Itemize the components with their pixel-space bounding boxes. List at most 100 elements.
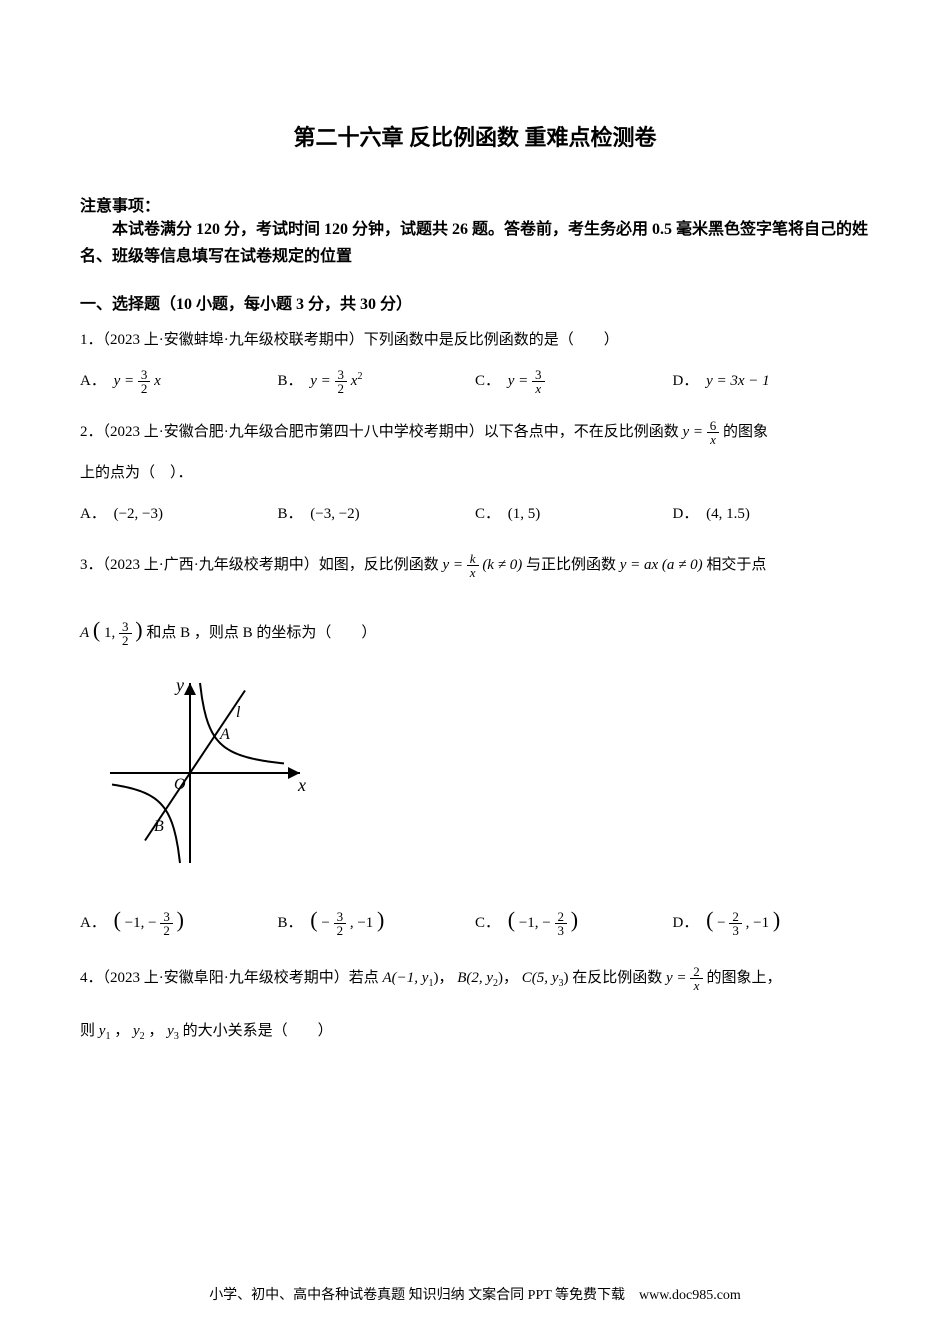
numerator: 3 — [334, 910, 347, 924]
comma: ， — [148, 1023, 163, 1039]
expr-prefix: y = — [666, 970, 690, 986]
choice-value: (−2, −3) — [114, 506, 163, 522]
svg-text:l: l — [236, 704, 241, 721]
q1-prompt: 1．（2023 上·安徽蚌埠·九年级校联考期中）下列函数中是反比例函数的是（ ） — [80, 324, 870, 357]
paren-close: ) — [377, 907, 384, 932]
svg-text:x: x — [297, 775, 306, 795]
q2-line2: 上的点为（ ）． — [80, 457, 870, 490]
q3-choices: A． ( −1, − 3 2 ) B． ( − 3 2 , −1 ) — [80, 896, 870, 944]
numerator: 2 — [555, 910, 568, 924]
page-title: 第二十六章 反比例函数 重难点检测卷 — [80, 120, 870, 152]
one: 1, — [104, 625, 115, 641]
q3-line2-suffix: 和点 B ，则点 B 的坐标为（ ） — [146, 625, 376, 641]
svg-text:y: y — [174, 675, 184, 695]
point-C: C(5, y — [522, 970, 559, 986]
expr-power: 2 — [357, 371, 362, 382]
neg1: −1, − — [519, 915, 551, 931]
q3-choice-A: A． ( −1, − 3 2 ) — [80, 896, 278, 944]
q3-choice-B: B． ( − 3 2 , −1 ) — [278, 896, 476, 944]
point-A: A — [80, 625, 89, 641]
denominator: 3 — [729, 924, 742, 937]
expr-prefix: y = — [683, 424, 707, 440]
expr-prefix: y = — [310, 373, 334, 389]
choice-label: B． — [278, 373, 303, 389]
q4-prompt-prefix: 4．（2023 上·安徽阜阳·九年级校考期中）若点 — [80, 970, 379, 986]
q3-choice-D: D． ( − 2 3 , −1 ) — [673, 896, 871, 944]
denominator: 2 — [119, 634, 132, 647]
denominator: x — [690, 979, 703, 992]
question-2: 2．（2023 上·安徽合肥·九年级合肥市第四十八中学校考期中）以下各点中，不在… — [80, 416, 870, 531]
denominator: 2 — [138, 382, 151, 395]
expr-suffix: x — [154, 373, 161, 389]
denominator: 2 — [160, 924, 173, 937]
sub: 1 — [105, 1031, 110, 1042]
fraction: 3 2 — [334, 910, 347, 937]
numerator: 2 — [729, 910, 742, 924]
paren-close: ) — [177, 907, 184, 932]
choice-label: B． — [278, 506, 303, 522]
paren-open: ( — [114, 907, 121, 932]
expr-prefix: y = — [443, 557, 467, 573]
q4-line2-suffix: 的大小关系是（ ） — [183, 1023, 333, 1039]
q3-line2: A ( 1, 3 2 ) 和点 B ，则点 B 的坐标为（ ） — [80, 606, 870, 654]
choice-label: C． — [475, 915, 500, 931]
expr-prefix: y = — [114, 373, 138, 389]
numerator: 2 — [690, 965, 703, 979]
choice-label: D． — [673, 373, 699, 389]
question-4: 4．（2023 上·安徽阜阳·九年级校考期中）若点 A(−1, y1)， B(2… — [80, 962, 870, 1048]
denominator: 2 — [335, 382, 348, 395]
q2-choice-B: B． (−3, −2) — [278, 498, 476, 531]
sub: 2 — [140, 1031, 145, 1042]
q1-choice-A: A． y = 3 2 x — [80, 365, 278, 398]
neg1: −1, − — [125, 915, 157, 931]
denominator: x — [467, 566, 479, 579]
paren-close: ) — [773, 907, 780, 932]
q3-mid: 与正比例函数 — [526, 557, 616, 573]
q2-choice-C: C． (1, 5) — [475, 498, 673, 531]
y3: y — [167, 1023, 174, 1039]
choice-label: C． — [475, 373, 500, 389]
q1-choice-B: B． y = 3 2 x2 — [278, 365, 476, 398]
question-3: 3．（2023 上·广西·九年级校考期中）如图，反比例函数 y = k x (k… — [80, 549, 870, 944]
paren: (k ≠ 0) — [482, 557, 522, 573]
page-footer: 小学、初中、高中各种试卷真题 知识归纳 文案合同 PPT 等免费下载 www.d… — [0, 1284, 950, 1304]
neg: − — [717, 915, 725, 931]
paren-close: ) — [571, 907, 578, 932]
q4-prompt-suffix: 的图象上， — [706, 970, 781, 986]
q1-choice-D: D． y = 3x − 1 — [673, 365, 871, 398]
comma: ， — [114, 1023, 129, 1039]
close: ) — [563, 970, 568, 986]
q2-prompt-prefix: 2．（2023 上·安徽合肥·九年级合肥市第四十八中学校考期中）以下各点中，不在… — [80, 424, 679, 440]
q4-mid: 在反比例函数 — [572, 970, 662, 986]
denominator: x — [707, 433, 720, 446]
denominator: x — [532, 382, 545, 395]
fraction: 3 2 — [160, 910, 173, 937]
graph-svg: yxOABl — [110, 673, 310, 873]
numerator: 3 — [160, 910, 173, 924]
notice-heading: 注意事项： — [80, 192, 870, 216]
q2-choices: A． (−2, −3) B． (−3, −2) C． (1, 5) D． (4,… — [80, 498, 870, 531]
close: )， — [498, 970, 518, 986]
choice-value: (1, 5) — [508, 506, 541, 522]
choice-label: B． — [278, 915, 303, 931]
svg-text:B: B — [154, 818, 164, 835]
point-B: B(2, y — [457, 970, 493, 986]
fraction: 6 x — [707, 419, 720, 446]
q4-line1: 4．（2023 上·安徽阜阳·九年级校考期中）若点 A(−1, y1)， B(2… — [80, 962, 870, 995]
fraction: k x — [467, 552, 479, 579]
q2-line1: 2．（2023 上·安徽合肥·九年级合肥市第四十八中学校考期中）以下各点中，不在… — [80, 416, 870, 449]
section-1-heading: 一、选择题（10 小题，每小题 3 分，共 30 分） — [80, 290, 870, 314]
q3-line1: 3．（2023 上·广西·九年级校考期中）如图，反比例函数 y = k x (k… — [80, 549, 870, 582]
q3-graph: yxOABl — [110, 673, 870, 886]
point-A: A(−1, y — [383, 970, 429, 986]
q4-line2: 则 y1 ， y2 ， y3 的大小关系是（ ） — [80, 1015, 870, 1048]
close: )， — [433, 970, 453, 986]
expr-prefix: y = — [508, 373, 532, 389]
numerator: 3 — [138, 368, 151, 382]
numerator: 6 — [707, 419, 720, 433]
sub: 3 — [174, 1031, 179, 1042]
fraction: 2 x — [690, 965, 703, 992]
svg-text:O: O — [174, 776, 186, 793]
q2-choice-D: D． (4, 1.5) — [673, 498, 871, 531]
fraction: 2 3 — [729, 910, 742, 937]
